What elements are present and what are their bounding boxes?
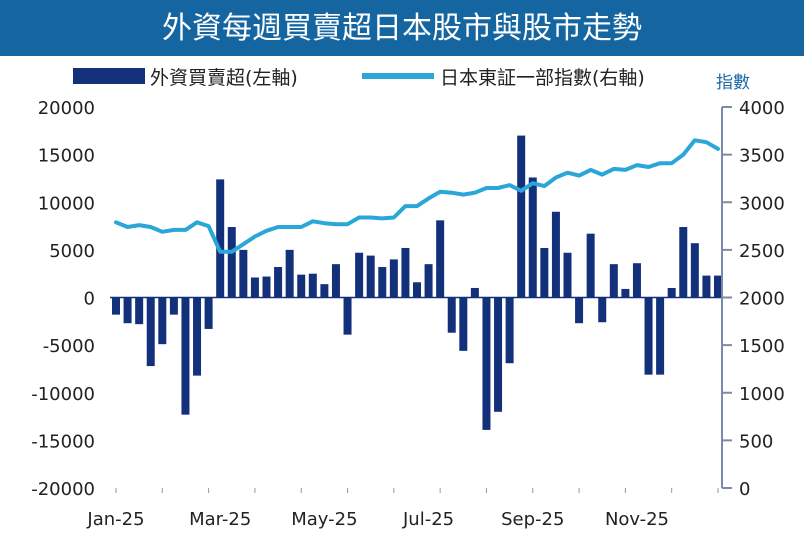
left-tick-label: 5000 [49,241,95,262]
bar [517,135,526,298]
right-tick-label: 1500 [739,336,785,357]
bar [401,247,410,298]
chart-title: 外資每週買賣超日本股市與股市走勢 [162,11,642,46]
right-axis-title: 指數 [716,73,750,93]
right-axis [721,106,732,489]
bar [621,288,630,298]
right-tick-label: 0 [739,479,750,500]
bar [714,275,722,298]
x-tick-label: Mar-25 [189,509,251,530]
bar [598,297,607,323]
bar [355,252,364,298]
legend: 外資買賣超(左軸) 日本東証一部指數(右軸) [73,67,645,89]
bar [331,264,340,298]
bar [563,252,572,298]
left-tick-label: -10000 [31,384,95,405]
right-tick-label: 3000 [739,193,785,214]
bar [494,297,503,412]
bar [679,227,688,298]
x-axis-ticks [115,488,719,493]
left-tick-label: -20000 [31,479,95,500]
bar [528,177,537,298]
bar [112,297,120,315]
legend-bar-label: 外資買賣超(左軸) [150,67,298,89]
bar [297,274,306,298]
bar [239,249,248,298]
bar [193,297,202,376]
bar [250,277,259,298]
x-axis-labels: Jan-25 Mar-25 May-25 Jul-25 Sep-25 Nov-25 [86,509,669,530]
right-tick-label: 500 [739,431,773,452]
x-tick-label: Sep-25 [501,509,564,530]
bar [667,287,676,298]
legend-line-swatch [362,73,434,79]
right-tick-label: 2000 [739,289,785,310]
bar [505,297,514,364]
bar [424,264,433,298]
right-tick-label: 4000 [739,98,785,119]
bar [551,211,560,298]
bar [320,284,329,298]
bar [609,264,618,298]
bar [575,297,584,324]
left-tick-label: 10000 [38,193,95,214]
bar [216,179,225,298]
bar [540,247,549,298]
bar [413,282,421,298]
bar [632,263,641,298]
x-tick-label: Jul-25 [402,509,454,530]
bar [470,287,479,298]
left-tick-label: -5000 [43,336,95,357]
bar [366,255,375,298]
bar [274,267,283,298]
right-tick-label: 3500 [739,146,785,167]
left-tick-label: -15000 [31,431,95,452]
bar [158,297,167,345]
bar [459,297,468,351]
bar [308,273,317,298]
left-tick-label: 20000 [38,98,95,119]
bar [285,249,294,298]
bar [169,297,178,315]
right-tick-label: 1000 [739,384,785,405]
x-tick-label: Jan-25 [86,509,144,530]
bar [690,243,699,298]
title-banner [0,0,804,56]
right-tick-label: 2500 [739,241,785,262]
legend-line-label: 日本東証一部指數(右軸) [440,67,645,89]
bar [644,297,653,375]
bar [123,297,132,324]
x-tick-label: May-25 [291,509,357,530]
bar [262,276,271,298]
left-tick-label: 15000 [38,146,95,167]
bar [378,267,387,298]
bar [586,233,595,298]
index-line [114,138,720,254]
bar [656,297,665,375]
x-tick-label: Nov-25 [605,509,669,530]
bar [343,297,352,335]
left-axis-ticks: 20000 15000 10000 5000 0 -5000 -10000 -15000 -20… [31,98,95,500]
right-axis-ticks: 4000 3500 3000 2500 2000 1500 1000 500 0 [739,98,785,500]
left-tick-label: 0 [84,289,95,310]
bar [204,297,213,329]
bar [146,297,155,367]
legend-bar-swatch [73,68,145,84]
bar [482,297,491,430]
bar [181,297,190,415]
bar-series [112,135,722,430]
bar [436,220,445,298]
bar [389,259,398,298]
bar [227,227,236,298]
bar [135,297,144,325]
bar [447,297,456,333]
bar [702,275,711,298]
